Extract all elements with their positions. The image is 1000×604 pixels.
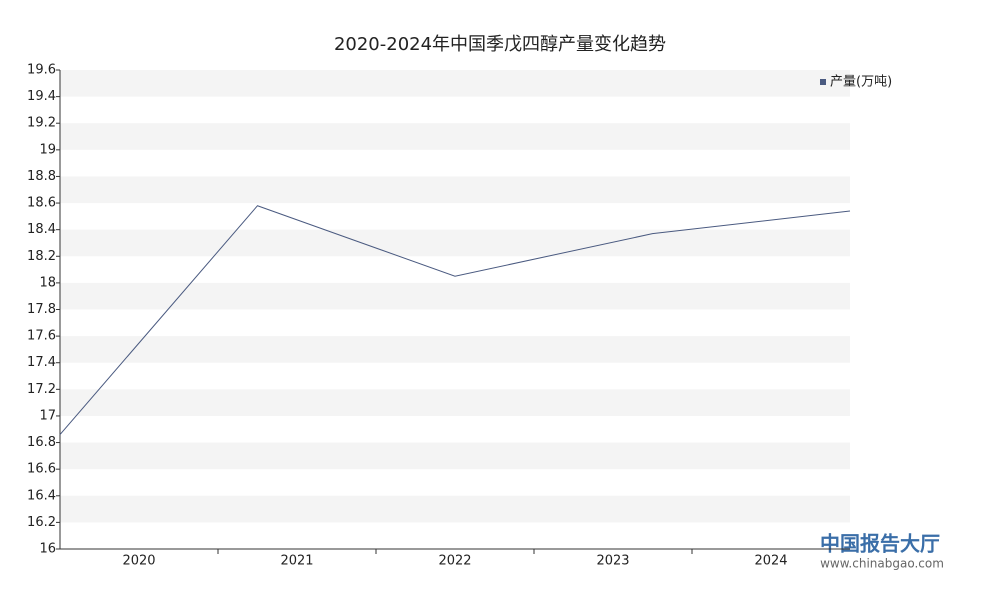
y-tick-label: 19.6: [27, 63, 56, 78]
x-tick-label: 2022: [438, 554, 471, 569]
y-tick-label: 19: [39, 142, 56, 157]
y-tick-label: 18.2: [27, 249, 56, 264]
y-tick-label: 18.6: [27, 196, 56, 211]
stripe: [60, 336, 850, 363]
y-tick-label: 18.8: [27, 169, 56, 184]
x-tick-label: 2024: [754, 554, 787, 569]
y-tick-label: 16: [39, 542, 56, 557]
stripe: [60, 176, 850, 204]
stripe: [60, 389, 850, 416]
x-tick-label: 2023: [596, 554, 629, 569]
y-tick-label: 17.6: [27, 329, 56, 344]
watermark-name: 中国报告大厅: [820, 532, 940, 556]
y-tick-label: 16.4: [27, 488, 56, 503]
y-tick-label: 16.8: [27, 435, 56, 450]
y-tick-label: 18: [39, 275, 56, 290]
stripe: [60, 123, 850, 150]
x-tick-label: 2021: [280, 554, 313, 569]
watermark-url: www.chinabgao.com: [820, 557, 944, 571]
legend-label: 产量(万吨): [830, 75, 892, 90]
y-tick-label: 16.6: [27, 462, 56, 477]
line: [59, 205, 851, 435]
y-tick-label: 17.8: [27, 302, 56, 317]
stripe: [60, 442, 850, 470]
y-tick-label: 17: [39, 408, 56, 423]
y-tick-label: 16.2: [27, 515, 56, 530]
stripe: [60, 229, 850, 257]
x-tick-label: 2020: [122, 554, 155, 569]
stripe: [60, 70, 850, 97]
y-tick-label: 19.2: [27, 116, 56, 131]
y-tick-label: 17.4: [27, 355, 56, 370]
stripe: [60, 282, 850, 310]
legend-swatch: [820, 79, 826, 85]
stripe: [60, 495, 850, 523]
chart-title: 2020-2024年中国季戊四醇产量变化趋势: [334, 34, 666, 55]
y-tick-label: 18.4: [27, 222, 56, 237]
y-tick-label: 17.2: [27, 382, 56, 397]
y-tick-label: 19.4: [27, 89, 56, 104]
